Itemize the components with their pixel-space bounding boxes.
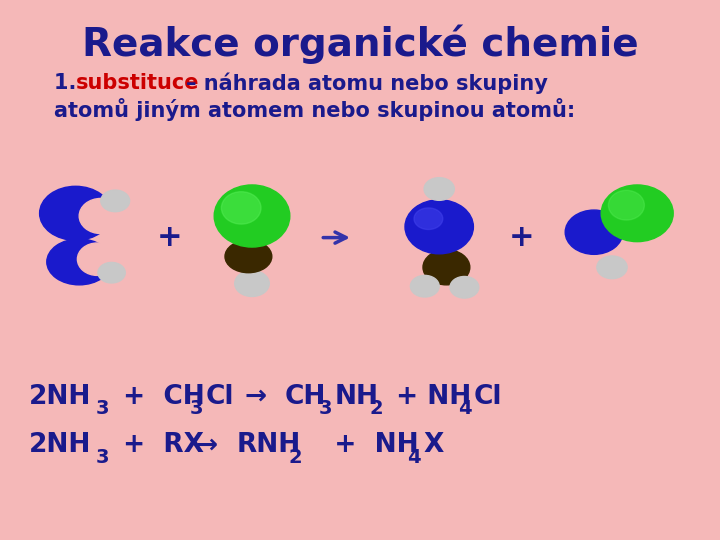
Text: +: + [509,223,535,252]
Ellipse shape [40,186,112,240]
Ellipse shape [79,198,122,233]
Text: 3: 3 [189,399,203,418]
Text: NH: NH [335,384,379,410]
Ellipse shape [215,185,289,247]
Text: substituce: substituce [76,73,199,93]
Ellipse shape [78,243,117,275]
Text: + NH: + NH [387,384,472,410]
Text: 3: 3 [319,399,333,418]
Text: Cl: Cl [474,384,503,410]
Text: +  NH: + NH [307,433,418,458]
Ellipse shape [47,239,112,285]
Text: RNH: RNH [237,433,301,458]
Text: 1.: 1. [54,73,84,93]
Text: +: + [156,223,182,252]
Ellipse shape [98,262,125,283]
Ellipse shape [410,275,439,297]
Text: 3: 3 [96,399,109,418]
Ellipse shape [414,208,443,230]
Ellipse shape [101,190,130,212]
Text: +  RX: + RX [114,433,204,458]
Text: 2NH: 2NH [29,433,91,458]
Text: →: → [245,384,267,410]
Text: X: X [423,433,444,458]
Text: – náhrada atomu nebo skupiny: – náhrada atomu nebo skupiny [186,73,548,94]
Text: atomů jiným atomem nebo skupinou atomů:: atomů jiným atomem nebo skupinou atomů: [54,98,575,122]
Ellipse shape [424,178,454,200]
Ellipse shape [235,271,269,296]
Ellipse shape [405,200,474,254]
Ellipse shape [222,192,261,224]
Ellipse shape [225,240,271,273]
Text: Reakce organické chemie: Reakce organické chemie [81,24,639,64]
Ellipse shape [565,210,623,254]
Text: 4: 4 [458,399,472,418]
Text: →: → [195,433,217,458]
Text: 4: 4 [408,448,421,467]
Ellipse shape [601,185,673,241]
Text: CH: CH [284,384,325,410]
Text: Cl: Cl [205,384,234,410]
Ellipse shape [597,256,627,279]
Ellipse shape [608,190,644,220]
Ellipse shape [450,276,479,298]
Text: 2: 2 [369,399,383,418]
Ellipse shape [423,249,469,285]
Text: 2NH: 2NH [29,384,91,410]
Text: 2: 2 [289,448,302,467]
Text: +  CH: + CH [114,384,204,410]
Text: 3: 3 [96,448,109,467]
